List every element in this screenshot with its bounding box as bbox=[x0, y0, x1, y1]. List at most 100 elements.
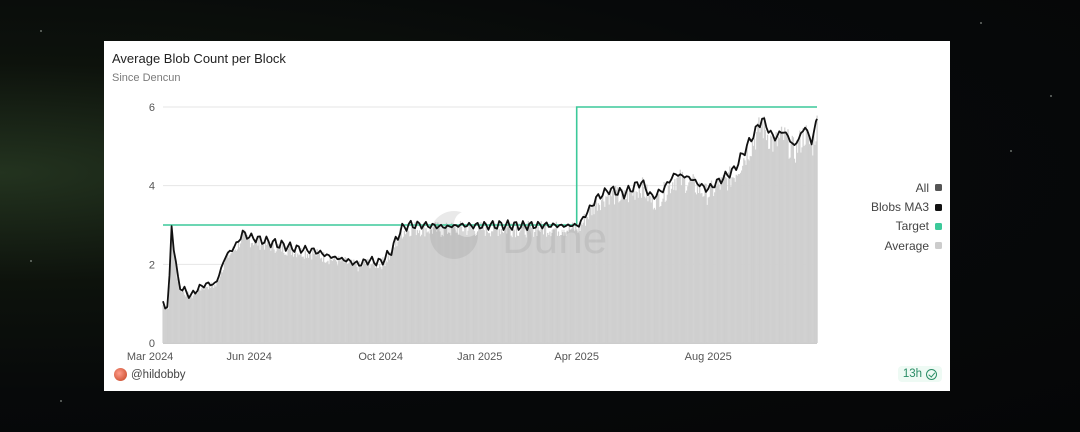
average-bar bbox=[562, 232, 564, 343]
average-bar bbox=[231, 252, 233, 343]
average-bar bbox=[732, 177, 734, 343]
average-bar bbox=[590, 207, 592, 343]
average-bar bbox=[480, 222, 482, 343]
average-bar bbox=[624, 199, 626, 343]
average-bar bbox=[576, 229, 578, 343]
average-bar bbox=[322, 252, 325, 343]
legend-item-target[interactable]: Target bbox=[871, 217, 942, 236]
average-bar bbox=[593, 214, 595, 343]
average-bar bbox=[262, 244, 264, 343]
legend-label: Average bbox=[884, 238, 929, 253]
average-bar bbox=[705, 183, 707, 343]
average-bar bbox=[446, 233, 449, 343]
average-bar bbox=[333, 255, 336, 343]
average-bar bbox=[268, 243, 270, 343]
average-bar bbox=[516, 235, 519, 343]
average-bar bbox=[247, 237, 249, 343]
average-bar bbox=[405, 231, 408, 343]
average-bar bbox=[232, 246, 234, 343]
average-bar bbox=[569, 229, 572, 343]
average-bar bbox=[449, 232, 451, 343]
average-bar bbox=[730, 186, 732, 343]
average-bar bbox=[424, 236, 426, 343]
average-bar bbox=[366, 264, 368, 343]
average-bar bbox=[325, 262, 327, 343]
average-bar bbox=[229, 255, 231, 343]
average-bar bbox=[574, 231, 576, 343]
average-bar bbox=[514, 237, 517, 343]
average-bar bbox=[523, 223, 525, 343]
average-bar bbox=[579, 231, 581, 343]
average-bar bbox=[445, 222, 448, 343]
average-bar bbox=[551, 232, 553, 343]
average-bar bbox=[438, 224, 440, 343]
legend-item-all[interactable]: All bbox=[871, 178, 942, 197]
average-bar bbox=[761, 121, 763, 343]
average-bar bbox=[469, 224, 471, 343]
average-bar bbox=[397, 241, 399, 343]
average-bar bbox=[346, 263, 348, 343]
average-bar bbox=[506, 233, 508, 343]
average-bar bbox=[416, 230, 419, 343]
average-bar bbox=[549, 231, 551, 343]
average-bar bbox=[626, 189, 629, 343]
average-bar bbox=[377, 267, 380, 343]
legend-label: Target bbox=[895, 219, 929, 234]
average-bar bbox=[791, 135, 793, 343]
average-bar bbox=[687, 186, 689, 343]
average-bar bbox=[640, 197, 643, 343]
average-bar bbox=[413, 227, 415, 343]
average-bar bbox=[520, 230, 522, 343]
average-bar bbox=[301, 256, 303, 343]
target-line bbox=[163, 106, 817, 226]
average-bar bbox=[736, 175, 739, 343]
average-bar bbox=[610, 196, 612, 343]
average-bar bbox=[693, 176, 695, 343]
average-bar bbox=[507, 227, 509, 343]
average-bar bbox=[717, 179, 719, 343]
average-bar bbox=[780, 126, 783, 343]
average-bar bbox=[733, 178, 735, 343]
average-bar bbox=[704, 183, 706, 343]
average-bar bbox=[360, 263, 362, 343]
average-bar bbox=[642, 186, 645, 343]
average-bar bbox=[435, 222, 437, 343]
average-bar bbox=[532, 222, 534, 343]
legend-item-blobs-ma3[interactable]: Blobs MA3 bbox=[871, 197, 942, 216]
average-bar bbox=[191, 298, 193, 343]
average-bar bbox=[602, 193, 604, 343]
legend-item-average[interactable]: Average bbox=[871, 236, 942, 255]
average-bar bbox=[450, 235, 452, 343]
x-tick-label: Aug 2025 bbox=[685, 351, 732, 363]
average-bar bbox=[430, 229, 433, 343]
average-bar bbox=[757, 122, 759, 343]
average-bar bbox=[224, 256, 227, 343]
author-link[interactable]: @hildobby bbox=[114, 368, 186, 381]
refresh-badge[interactable]: 13h bbox=[897, 366, 942, 382]
average-bar bbox=[400, 231, 402, 343]
average-bar bbox=[258, 235, 260, 343]
average-bar bbox=[653, 207, 656, 343]
average-bar bbox=[458, 225, 461, 343]
average-bar bbox=[472, 227, 475, 343]
average-bar bbox=[581, 224, 583, 343]
average-bar bbox=[706, 204, 708, 343]
average-bar bbox=[230, 253, 232, 343]
average-bar bbox=[637, 197, 639, 343]
average-bar bbox=[667, 185, 670, 343]
average-bar bbox=[683, 176, 686, 343]
average-bar bbox=[586, 217, 589, 343]
average-bar bbox=[196, 293, 199, 343]
average-bar bbox=[702, 196, 704, 343]
average-bar bbox=[648, 192, 650, 343]
average-bar bbox=[391, 245, 394, 343]
average-bar bbox=[393, 247, 395, 343]
average-bar bbox=[508, 226, 510, 343]
average-bar bbox=[335, 261, 338, 343]
average-bar bbox=[190, 294, 192, 343]
average-bar bbox=[634, 199, 636, 343]
average-bar bbox=[659, 206, 661, 343]
average-bar bbox=[437, 222, 439, 343]
average-bar bbox=[668, 183, 671, 343]
legend-swatch bbox=[935, 242, 942, 250]
